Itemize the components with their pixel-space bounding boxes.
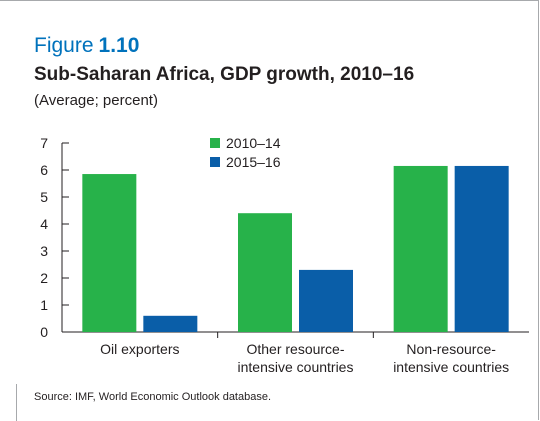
bar: [454, 165, 509, 332]
y-tick-label: 0: [40, 324, 48, 340]
y-tick-label: 5: [40, 189, 48, 205]
y-tick-label: 2: [40, 270, 48, 286]
bar: [393, 165, 448, 332]
bar: [82, 174, 137, 332]
legend-swatch: [210, 157, 220, 167]
category-label: Oil exporters: [100, 341, 179, 357]
y-tick-label: 6: [40, 162, 48, 178]
figure-label: Figure 1.10: [34, 34, 139, 58]
y-tick-label: 4: [40, 216, 48, 232]
chart-title: Sub-Saharan Africa, GDP growth, 2010–16: [34, 64, 415, 85]
figure-number: 1.10: [98, 34, 140, 57]
category-label: Other resource-: [246, 341, 344, 357]
category-label: Non-resource-: [406, 341, 496, 357]
bar: [143, 315, 198, 332]
source-divider: [16, 384, 17, 421]
legend-label: 2015–16: [226, 154, 281, 170]
y-tick-label: 7: [40, 135, 48, 151]
legend-label: 2010–14: [226, 135, 281, 151]
figure-prefix: Figure: [34, 34, 94, 57]
legend-swatch: [210, 138, 220, 148]
category-label: intensive countries: [238, 359, 354, 375]
chart-subtitle: (Average; percent): [34, 92, 158, 109]
bar: [238, 213, 292, 332]
bar: [299, 269, 353, 332]
y-tick-label: 1: [40, 297, 48, 313]
category-label: intensive countries: [393, 359, 509, 375]
source-note: Source: IMF, World Economic Outlook data…: [34, 391, 272, 403]
y-tick-label: 3: [40, 243, 48, 259]
